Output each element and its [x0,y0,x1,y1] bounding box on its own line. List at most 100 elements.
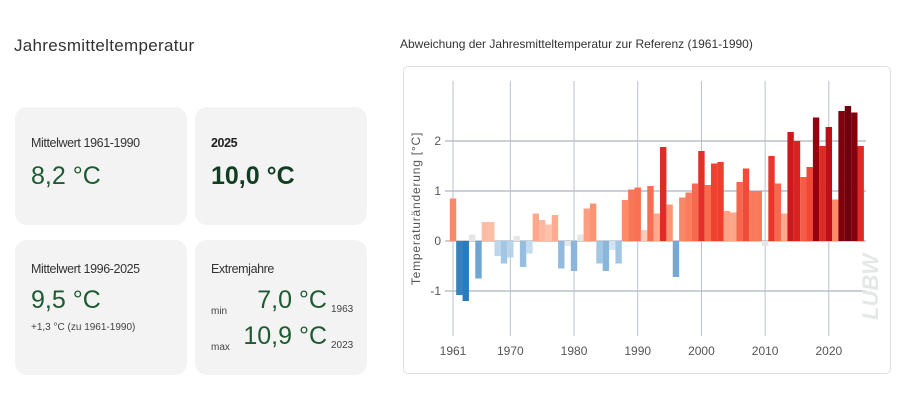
bar-2008 [749,191,756,241]
bar-1994 [660,147,667,241]
bar-1987 [615,241,622,264]
bar-1974 [532,213,540,241]
bar-2015 [793,141,801,241]
bar-1965 [475,241,482,279]
bar-2024 [851,112,858,241]
bar-1981 [577,234,584,241]
bar-1967 [488,222,495,241]
x-tick-label: 1961 [440,344,467,358]
bar-2011 [768,156,775,241]
max-value: 10,9 °C [243,322,327,350]
card-value: 8,2 °C [31,162,101,190]
bar-1973 [526,241,533,254]
x-tick-label: 1970 [497,344,524,358]
bar-1976 [545,224,552,241]
bar-1970 [507,241,514,258]
x-tick-label: 2010 [752,344,779,358]
max-label: max [211,342,230,353]
y-tick-label: 1 [434,184,441,198]
bar-1990 [634,187,641,241]
bar-1985 [602,241,610,271]
bar-2002 [710,163,718,241]
bar-2003 [717,162,724,241]
bar-1978 [558,241,565,269]
bar-1966 [481,222,489,241]
bar-2009 [755,191,762,241]
card-value: 10,0 °C [211,162,295,190]
bar-2019 [819,146,826,241]
bar-2025 [857,146,864,241]
bar-1988 [621,200,629,241]
bar-1969 [500,241,508,264]
bar-2021 [832,199,839,241]
min-year: 1963 [331,304,354,315]
lubw-watermark-logo: LUBW [858,252,883,320]
bar-1972 [519,241,527,267]
bar-2006 [736,182,743,241]
y-tick-label: -1 [430,284,441,298]
card-value: 9,5 °C [31,286,101,314]
bar-1968 [494,241,501,256]
bar-1986 [609,241,616,250]
card-label: Mittelwert 1961-1990 [31,136,140,150]
chart-frame [403,66,891,374]
bar-2004 [723,211,731,241]
bar-2020 [825,127,833,241]
bar-2014 [787,132,794,241]
bar-1995 [666,204,673,241]
bar-1983 [589,203,597,241]
bar-1979 [564,241,571,246]
bar-1997 [679,197,686,241]
bar-2010 [761,241,769,246]
y-axis-label: Temperaturänderung [°C] [409,132,423,285]
card-recent-mean: Mittelwert 1996-2025 9,5 °C +1,3 °C (zu … [15,240,187,375]
bar-1975 [538,220,546,241]
bar-1989 [628,189,635,241]
min-value: 7,0 °C [257,286,327,314]
bar-1999 [691,183,699,241]
card-label: Extremjahre [211,262,274,276]
bar-1971 [513,236,520,241]
chart-title: Abweichung der Jahresmitteltemperatur zu… [400,37,753,51]
bar-1963 [462,241,469,301]
bar-1982 [583,208,590,241]
bar-2012 [774,183,782,241]
card-label: 2025 [211,136,238,150]
bar-1961 [449,198,457,241]
bar-2023 [844,106,852,241]
bar-2022 [838,111,845,241]
min-label: min [211,306,228,317]
card-delta: +1,3 °C (zu 1961-1990) [31,322,136,333]
bar-1993 [653,213,661,241]
bar-1992 [647,186,654,241]
card-extreme-years: Extremjahre min 7,0 °C 1963 max 10,9 °C … [195,240,367,375]
x-tick-label: 2020 [815,344,842,358]
card-reference-mean: Mittelwert 1961-1990 8,2 °C [15,107,187,225]
y-tick-label: 0 [434,234,441,248]
x-tick-label: 2000 [688,344,715,358]
bar-2005 [730,212,737,241]
bar-2017 [806,167,813,241]
bar-1964 [468,234,476,241]
bar-1962 [456,241,463,295]
max-year: 2023 [331,340,354,351]
bar-1996 [672,241,680,277]
bar-1977 [551,215,559,241]
bar-2007 [742,168,750,241]
y-tick-label: 2 [434,134,441,148]
bar-1984 [596,241,603,264]
bar-2000 [698,151,705,241]
bar-1998 [685,192,692,241]
x-tick-label: 1980 [561,344,588,358]
bar-2001 [704,185,711,241]
card-label: Mittelwert 1996-2025 [31,262,140,276]
bar-2013 [781,213,788,241]
card-current-year: 2025 10,0 °C [195,107,367,225]
x-tick-label: 1990 [624,344,651,358]
bar-2018 [812,117,820,241]
bar-2016 [800,177,807,241]
bar-1980 [570,241,578,271]
bar-1991 [640,230,648,241]
page-title: Jahresmitteltemperatur [14,36,195,55]
